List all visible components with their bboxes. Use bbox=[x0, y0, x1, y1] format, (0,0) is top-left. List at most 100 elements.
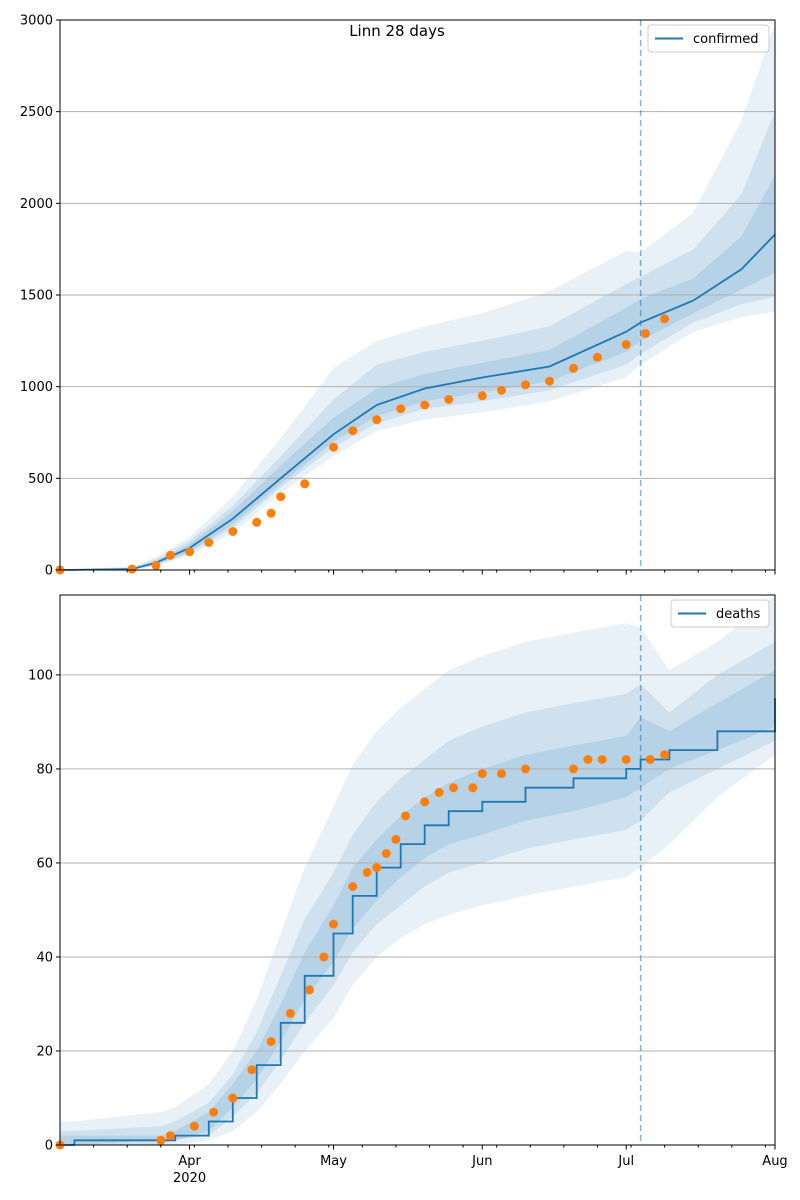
deaths-xtick-label: Jul bbox=[617, 1154, 634, 1169]
deaths-observed-point bbox=[156, 1135, 166, 1145]
deaths-median-line bbox=[60, 698, 776, 1146]
deaths-y-axis: 0 20 40 60 80 100 bbox=[28, 668, 60, 1154]
deaths-ytick-label: 0 bbox=[45, 1139, 53, 1154]
deaths-observed-point bbox=[228, 1093, 238, 1103]
deaths-ytick-label: 40 bbox=[36, 950, 53, 965]
confirmed-observed-point bbox=[660, 314, 670, 324]
confirmed-observed-point bbox=[477, 391, 487, 401]
deaths-observed-point bbox=[348, 882, 358, 891]
confirmed-legend-label: confirmed bbox=[693, 32, 759, 47]
deaths-observed-point bbox=[391, 834, 401, 844]
deaths-observed-point bbox=[165, 1131, 175, 1141]
deaths-observed-point bbox=[305, 985, 314, 995]
confirmed-x-axis bbox=[93, 570, 776, 575]
confirmed-ytick-label: 2500 bbox=[20, 105, 53, 120]
deaths-observed-point bbox=[621, 755, 631, 764]
deaths-observed-point bbox=[319, 952, 329, 962]
confirmed-ytick-label: 3000 bbox=[20, 14, 53, 29]
deaths-observed-point bbox=[189, 1121, 199, 1131]
deaths-observed-point bbox=[434, 787, 444, 797]
deaths-xtick-label: May bbox=[320, 1154, 347, 1169]
confirmed-observed-point bbox=[444, 395, 454, 404]
deaths-observed-point bbox=[468, 783, 478, 793]
deaths-observed-point bbox=[660, 750, 670, 760]
confirmed-ytick-label: 2000 bbox=[20, 197, 53, 212]
deaths-legend-label: deaths bbox=[716, 607, 761, 622]
confirmed-observed-point bbox=[420, 400, 430, 410]
deaths-observed-point bbox=[401, 811, 410, 821]
deaths-ytick-label: 20 bbox=[36, 1044, 53, 1059]
deaths-observed-point bbox=[521, 764, 530, 774]
confirmed-observed-point bbox=[127, 564, 137, 574]
confirmed-observed-point bbox=[592, 352, 602, 362]
deaths-legend: deaths bbox=[670, 599, 770, 628]
confirmed-band-0 bbox=[60, 23, 775, 570]
deaths-observed-point bbox=[362, 867, 372, 877]
deaths-legend-box bbox=[670, 599, 770, 628]
confirmed-ytick-label: 1500 bbox=[20, 289, 53, 304]
confirmed-legend: confirmed bbox=[647, 24, 770, 53]
deaths-band-0 bbox=[60, 595, 775, 1145]
confirmed-observed-point bbox=[396, 404, 406, 414]
confirmed-observed-point bbox=[266, 508, 276, 518]
confirmed-observed-point bbox=[372, 415, 382, 425]
confirmed-observed-point bbox=[300, 479, 310, 489]
deaths-observed-point bbox=[420, 797, 430, 807]
deaths-observed-point bbox=[209, 1107, 219, 1117]
deaths-ytick-label: 80 bbox=[36, 762, 53, 777]
confirmed-observed-point bbox=[545, 376, 554, 386]
deaths-band-1 bbox=[60, 642, 775, 1145]
deaths-uncertainty-bands bbox=[60, 595, 775, 1145]
deaths-observed-point bbox=[497, 769, 506, 779]
deaths-model-lines bbox=[60, 698, 776, 1146]
deaths-observed-point bbox=[247, 1065, 257, 1075]
confirmed-observed-point bbox=[151, 560, 161, 570]
deaths-observed-point bbox=[285, 1008, 295, 1018]
confirmed-observed-point bbox=[329, 442, 338, 452]
deaths-axes-frame bbox=[59, 594, 776, 1146]
confirmed-observed-point bbox=[521, 380, 530, 390]
deaths-x-axis: Apr 2020 May Jun Jul Aug bbox=[93, 1145, 788, 1186]
deaths-observed-point bbox=[449, 783, 458, 793]
deaths-xtick-sublabel: 2020 bbox=[173, 1171, 206, 1186]
confirmed-observed-point bbox=[348, 426, 358, 436]
deaths-xtick-label: Aug bbox=[762, 1154, 787, 1169]
deaths-observed-point bbox=[645, 755, 655, 764]
deaths-observed-point bbox=[569, 764, 578, 774]
confirmed-observed-point bbox=[276, 492, 286, 502]
confirmed-observed-point bbox=[228, 527, 238, 536]
deaths-observed-point bbox=[329, 919, 338, 929]
confirmed-y-axis: 0 500 1000 1500 2000 2500 3000 bbox=[20, 14, 60, 579]
confirmed-band-1 bbox=[60, 111, 775, 570]
deaths-observed-points bbox=[55, 750, 670, 1150]
confirmed-panel: 0 500 1000 1500 2000 2500 3000 Linn 28 days co… bbox=[20, 14, 776, 579]
confirmed-observed-point bbox=[165, 550, 175, 560]
confirmed-observed-point bbox=[640, 329, 650, 338]
deaths-xtick-label: Apr bbox=[178, 1154, 201, 1169]
deaths-observed-point bbox=[381, 849, 391, 858]
confirmed-observed-point bbox=[621, 340, 631, 349]
confirmed-ytick-label: 1000 bbox=[20, 380, 53, 395]
deaths-observed-point bbox=[597, 755, 607, 764]
confirmed-observed-point bbox=[569, 363, 578, 373]
deaths-xtick-label: Jun bbox=[471, 1154, 492, 1169]
deaths-observed-point bbox=[583, 755, 593, 764]
deaths-ytick-label: 60 bbox=[36, 856, 53, 871]
confirmed-ytick-label: 0 bbox=[45, 564, 53, 579]
figure-title: Linn 28 days bbox=[349, 22, 445, 40]
deaths-band-2 bbox=[60, 670, 775, 1145]
confirmed-observed-point bbox=[497, 385, 506, 395]
confirmed-ytick-label: 500 bbox=[28, 472, 53, 487]
confirmed-observed-point bbox=[252, 517, 262, 527]
confirmed-uncertainty-bands bbox=[60, 23, 775, 571]
deaths-panel: 0 20 40 60 80 100 Apr 2020 May Jun Jul Aug deaths bbox=[28, 594, 788, 1186]
confirmed-legend-box bbox=[647, 24, 770, 53]
deaths-observed-point bbox=[266, 1037, 276, 1047]
confirmed-observed-point bbox=[185, 547, 195, 557]
deaths-observed-point bbox=[372, 863, 382, 873]
confirmed-observed-point bbox=[204, 538, 214, 547]
deaths-observed-point bbox=[477, 769, 487, 779]
deaths-ytick-label: 100 bbox=[28, 668, 53, 683]
